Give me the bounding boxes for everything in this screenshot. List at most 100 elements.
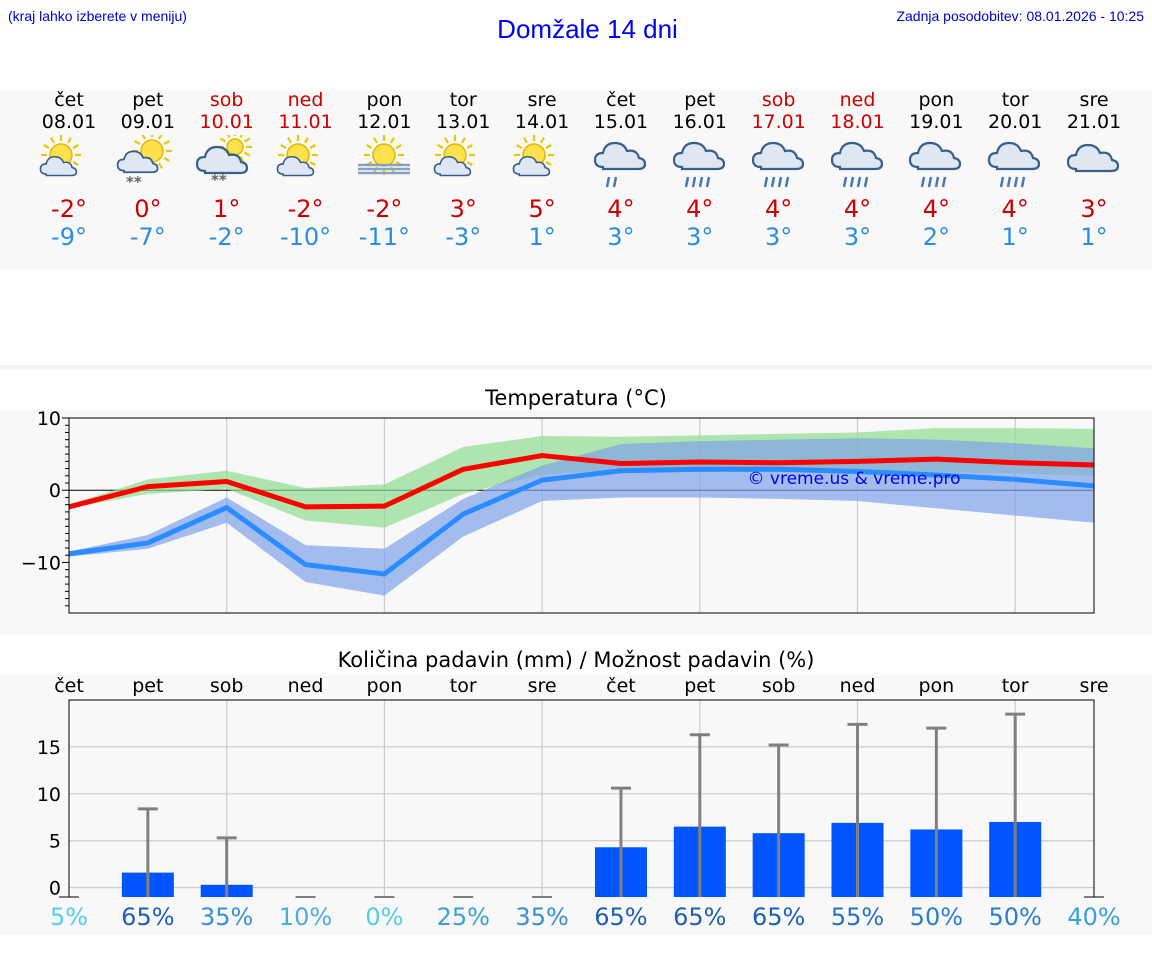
day-name: čet bbox=[606, 89, 636, 111]
day-column: sre 21.01 3° 1° bbox=[1055, 89, 1133, 251]
page-title: Domžale 14 dni bbox=[497, 14, 678, 44]
y-tick-label: 10 bbox=[37, 784, 61, 806]
sun-cloud-icon bbox=[503, 133, 581, 193]
last-update: Zadnja posodobitev: 08.01.2026 - 10:25 bbox=[896, 8, 1144, 24]
day-date: 17.01 bbox=[751, 111, 806, 133]
day-column: tor 13.01 3° -3° bbox=[424, 89, 502, 251]
day-name: sob bbox=[209, 89, 244, 111]
day-date: 18.01 bbox=[830, 111, 885, 133]
cloud-heavy-rain-icon bbox=[740, 133, 818, 193]
min-temp: 1° bbox=[1001, 223, 1029, 251]
precipitation-day-label: sre bbox=[1079, 675, 1109, 697]
precipitation-day-label: čet bbox=[54, 675, 84, 697]
precipitation-day-label: tor bbox=[449, 675, 477, 697]
day-column: čet 15.01 4° 3° bbox=[582, 89, 660, 251]
day-name: tor bbox=[449, 89, 477, 111]
day-name: tor bbox=[1001, 89, 1029, 111]
min-temp: 3° bbox=[686, 223, 714, 251]
precipitation-chart-title: Količina padavin (mm) / Možnost padavin … bbox=[337, 648, 815, 672]
max-temp: 1° bbox=[213, 195, 241, 223]
precipitation-probability: 35% bbox=[200, 903, 254, 931]
min-temp: -2° bbox=[208, 223, 245, 251]
min-range-band bbox=[69, 438, 1095, 596]
day-column: pet 16.01 4° 3° bbox=[661, 89, 739, 251]
y-tick-label: 0 bbox=[49, 480, 61, 502]
day-name: sre bbox=[1079, 89, 1109, 111]
day-name: pet bbox=[684, 89, 716, 111]
precipitation-day-label: tor bbox=[1001, 675, 1029, 697]
min-temp: 1° bbox=[528, 223, 556, 251]
min-temp: -11° bbox=[358, 223, 410, 251]
max-temp: -2° bbox=[366, 195, 403, 223]
precipitation-day-label: sob bbox=[761, 675, 796, 697]
cloud-icon bbox=[1055, 133, 1133, 193]
day-date: 09.01 bbox=[120, 111, 176, 133]
svg-text:**: ** bbox=[211, 171, 227, 189]
precipitation-day-label: pon bbox=[918, 675, 955, 697]
day-name: sob bbox=[761, 89, 796, 111]
y-tick-label: 10 bbox=[37, 408, 61, 430]
day-date: 12.01 bbox=[357, 111, 412, 133]
day-date: 19.01 bbox=[909, 111, 964, 133]
max-temp: 0° bbox=[134, 195, 162, 223]
min-temp: 1° bbox=[1080, 223, 1108, 251]
precipitation-day-label: ned bbox=[287, 675, 324, 697]
sun-cloud-snow-icon: ** bbox=[109, 133, 187, 193]
day-date: 15.01 bbox=[593, 111, 649, 133]
sun-fog-icon bbox=[345, 133, 423, 193]
cloud-heavy-rain-icon bbox=[661, 133, 739, 193]
max-temp: -2° bbox=[287, 195, 324, 223]
day-column: sob 17.01 4° 3° bbox=[740, 89, 818, 251]
max-temp: 3° bbox=[449, 195, 477, 223]
day-date: 10.01 bbox=[199, 111, 254, 133]
sun-cloud-icon bbox=[267, 133, 345, 193]
precipitation-day-label: ned bbox=[839, 675, 876, 697]
min-temp: -9° bbox=[51, 223, 87, 251]
min-temp: -3° bbox=[445, 223, 482, 251]
day-date: 21.01 bbox=[1066, 111, 1122, 133]
precipitation-day-label: pet bbox=[132, 675, 164, 697]
day-name: ned bbox=[839, 89, 876, 111]
precipitation-probability: 25% bbox=[436, 903, 490, 931]
watermark: © vreme.us & vreme.pro bbox=[747, 469, 960, 489]
day-name: ned bbox=[287, 89, 324, 111]
precipitation-probability: 65% bbox=[594, 903, 648, 931]
max-temp: 4° bbox=[1001, 195, 1029, 223]
max-temp: 4° bbox=[607, 195, 635, 223]
min-temp: 2° bbox=[922, 223, 950, 251]
min-temp: 3° bbox=[607, 223, 635, 251]
y-tick-label: −10 bbox=[21, 552, 61, 574]
min-temp: -7° bbox=[129, 223, 166, 251]
day-name: pon bbox=[918, 89, 955, 111]
min-temp: 3° bbox=[765, 223, 793, 251]
daily-forecast-panel bbox=[0, 90, 1152, 270]
divider bbox=[0, 365, 1152, 370]
precipitation-probability: 65% bbox=[751, 903, 806, 931]
max-temp: 4° bbox=[765, 195, 793, 223]
min-temp: -10° bbox=[279, 223, 332, 251]
day-name: pet bbox=[132, 89, 164, 111]
y-tick-label: 15 bbox=[37, 737, 61, 759]
temperature-chart-title: Temperatura (°C) bbox=[485, 386, 667, 410]
max-temp: 5° bbox=[528, 195, 556, 223]
precipitation-probability: 0% bbox=[365, 903, 404, 931]
day-name: pon bbox=[366, 89, 403, 111]
cloud-heavy-rain-icon bbox=[976, 133, 1054, 193]
svg-text:**: ** bbox=[126, 173, 142, 191]
day-date: 13.01 bbox=[436, 111, 491, 133]
max-temp: 3° bbox=[1080, 195, 1108, 223]
precipitation-probability: 5% bbox=[49, 903, 89, 931]
precipitation-probability: 50% bbox=[988, 903, 1042, 931]
day-column: pon 19.01 4° 2° bbox=[897, 89, 975, 251]
precipitation-probability: 35% bbox=[515, 903, 569, 931]
precipitation-frame bbox=[68, 699, 1095, 897]
day-date: 08.01 bbox=[41, 111, 97, 133]
precipitation-probability: 50% bbox=[909, 903, 964, 931]
min-temp: 3° bbox=[843, 223, 872, 251]
day-column: ned 11.01 -2° -10° bbox=[267, 89, 345, 251]
max-temp: 4° bbox=[922, 195, 950, 223]
day-column: pet 09.01 ** 0° -7° bbox=[109, 89, 187, 251]
day-date: 16.01 bbox=[672, 111, 727, 133]
day-date: 14.01 bbox=[514, 111, 570, 133]
day-name: čet bbox=[54, 89, 84, 111]
